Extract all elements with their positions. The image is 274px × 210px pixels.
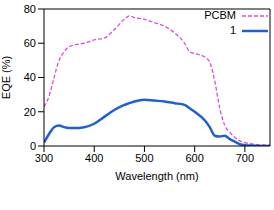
svg-text:700: 700 [236,152,254,164]
svg-text:40: 40 [24,71,36,83]
svg-text:60: 60 [24,37,36,49]
svg-text:500: 500 [135,152,153,164]
svg-text:Wavelength (nm): Wavelength (nm) [115,170,198,182]
html-text:1: 1 [229,24,236,36]
svg-text:600: 600 [185,152,203,164]
svg-text:20: 20 [24,106,36,118]
svg-text:400: 400 [85,152,103,164]
svg-text:80: 80 [24,3,36,15]
svg-text:300: 300 [35,152,53,164]
svg-text:EQE (%): EQE (%) [8,56,12,99]
html-text:PCBM: PCBM [204,9,236,21]
svg-text:0: 0 [30,140,36,152]
